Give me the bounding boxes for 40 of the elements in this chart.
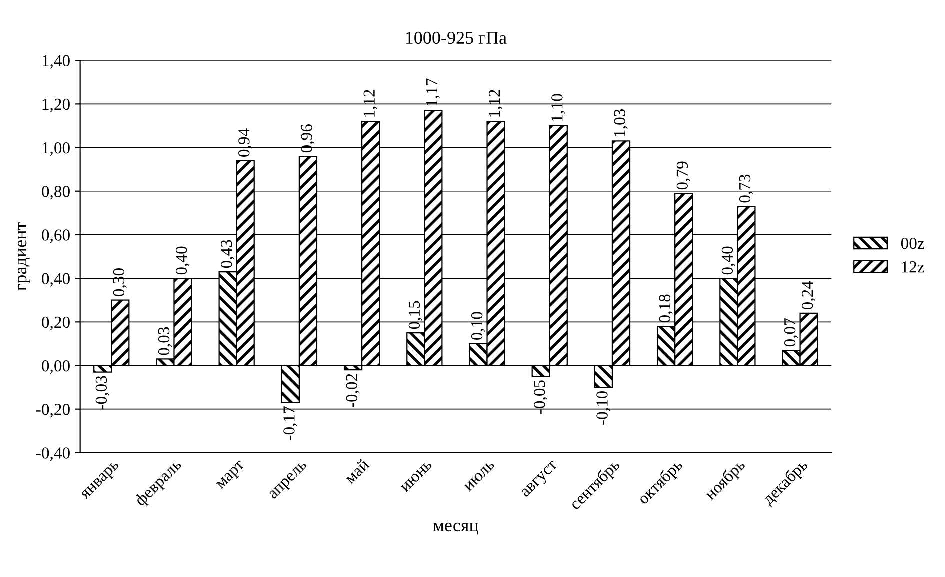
data-label: 1,12 [364, 90, 378, 117]
data-label: -0,10 [596, 391, 610, 425]
y-tick-label: 1,20 [42, 98, 70, 113]
data-label: 0,40 [176, 246, 190, 275]
y-tick-label: 1,00 [42, 142, 70, 156]
data-label: 0,30 [113, 268, 127, 296]
data-label: 1,03 [614, 109, 628, 136]
data-label: 0,15 [408, 301, 422, 330]
data-label: -0,02 [346, 374, 360, 408]
y-tick-label: 0,20 [42, 316, 70, 331]
y-tick-label: -0,40 [36, 448, 70, 462]
data-label: 0,03 [158, 327, 172, 356]
data-label: -0,05 [534, 380, 548, 414]
data-label: 0,96 [301, 124, 315, 153]
y-tick-label: -0,20 [36, 404, 70, 418]
legend-label: 00z [901, 238, 924, 250]
data-label: 1,10 [552, 94, 566, 122]
y-axis-title: градиент [18, 222, 30, 291]
data-label: 0,10 [471, 312, 486, 340]
y-tick-label: 0,00 [42, 360, 70, 374]
data-label: -0,17 [284, 406, 298, 440]
y-tick-label: 0,80 [42, 186, 70, 200]
data-label: 0,07 [784, 318, 798, 347]
data-label: -0,03 [96, 376, 110, 410]
data-label: 0,43 [221, 240, 235, 268]
y-tick-label: 0,40 [42, 273, 70, 287]
data-label: 1,12 [489, 90, 503, 117]
x-axis-title: месяц [433, 522, 478, 535]
y-tick-label: 1,40 [42, 55, 70, 69]
data-label: 0,40 [722, 246, 736, 275]
data-label: 0,79 [676, 162, 690, 190]
x-tick-label: май [344, 458, 370, 485]
data-label: 0,73 [739, 174, 754, 203]
legend-label: 12z [902, 262, 924, 273]
data-label: 0,18 [659, 294, 673, 323]
data-label: 1,17 [426, 78, 440, 106]
data-label: 0,24 [802, 281, 816, 310]
y-tick-label: 0,60 [42, 230, 70, 244]
chart-title: 1000-925 гПа [406, 32, 507, 44]
data-label: 0,94 [238, 128, 252, 157]
